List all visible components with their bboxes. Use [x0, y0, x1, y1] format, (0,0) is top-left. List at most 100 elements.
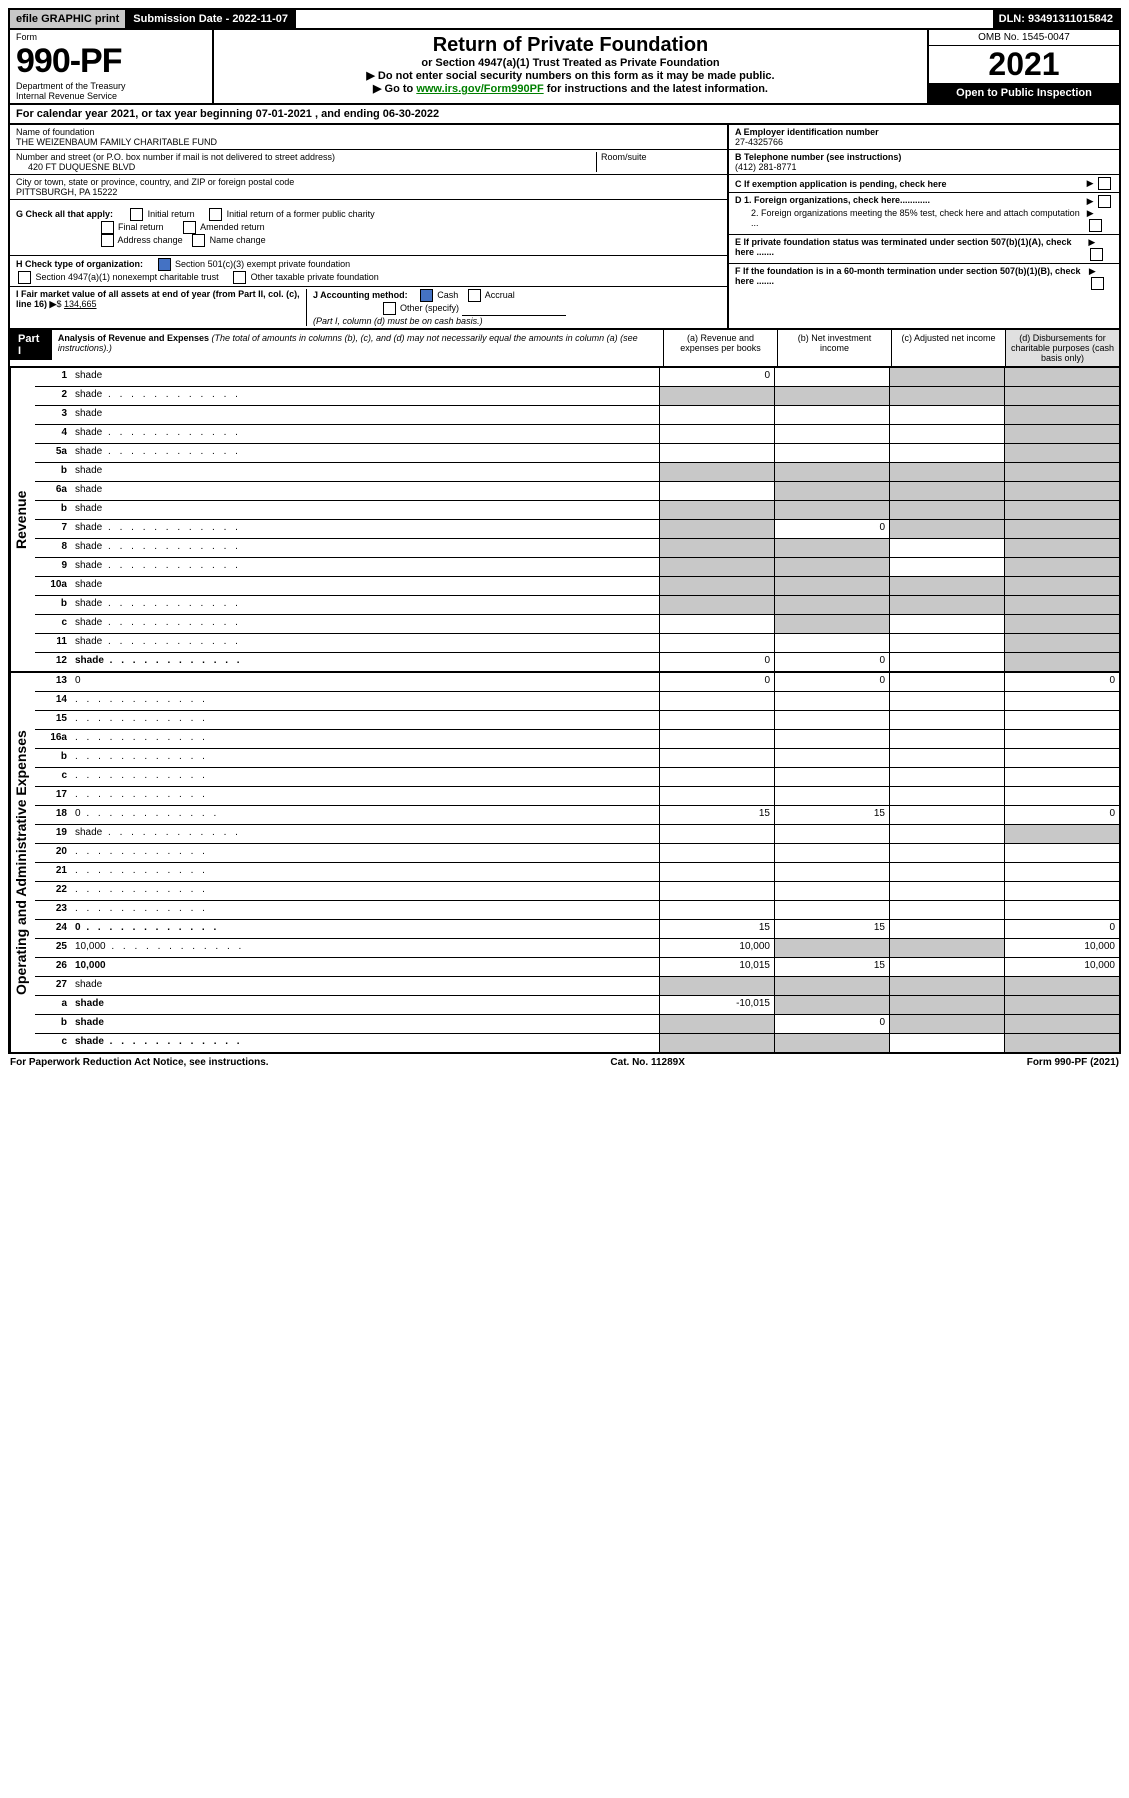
- row-number: 9: [35, 558, 71, 576]
- page-footer: For Paperwork Reduction Act Notice, see …: [8, 1054, 1121, 1071]
- ein-label: A Employer identification number: [735, 127, 1113, 137]
- row-number: 11: [35, 634, 71, 652]
- cell-b: 0: [774, 673, 889, 691]
- cell-a: [659, 520, 774, 538]
- row-description: shade: [71, 444, 659, 462]
- cell-b: [774, 596, 889, 614]
- 501c3-checkbox[interactable]: [158, 258, 171, 271]
- cell-a: [659, 711, 774, 729]
- cell-c: [889, 1034, 1004, 1052]
- cell-a: -10,015: [659, 996, 774, 1014]
- other-specify-input[interactable]: [462, 302, 566, 316]
- initial-return-checkbox[interactable]: [130, 208, 143, 221]
- col-c-header: (c) Adjusted net income: [891, 330, 1005, 366]
- row-number: 12: [35, 653, 71, 671]
- table-row: 10ashade: [35, 577, 1119, 596]
- cell-c: [889, 387, 1004, 405]
- row-number: c: [35, 768, 71, 786]
- cell-b: [774, 787, 889, 805]
- name-change-checkbox[interactable]: [192, 234, 205, 247]
- row-description: shade: [71, 615, 659, 633]
- cell-c: [889, 520, 1004, 538]
- ein-value: 27-4325766: [735, 137, 1113, 147]
- cell-c: [889, 882, 1004, 900]
- irs-link[interactable]: www.irs.gov/Form990PF: [416, 83, 543, 95]
- row-description: shade: [71, 558, 659, 576]
- table-row: 2510,00010,00010,000: [35, 939, 1119, 958]
- row-number: 22: [35, 882, 71, 900]
- 4947-checkbox[interactable]: [18, 271, 31, 284]
- cell-b: [774, 463, 889, 481]
- cell-b: [774, 425, 889, 443]
- cell-a: [659, 844, 774, 862]
- table-row: 7shade0: [35, 520, 1119, 539]
- table-row: ashade-10,015: [35, 996, 1119, 1015]
- cell-a: [659, 596, 774, 614]
- final-return-checkbox[interactable]: [101, 221, 114, 234]
- table-row: 3shade: [35, 406, 1119, 425]
- cell-c: [889, 939, 1004, 957]
- city-label: City or town, state or province, country…: [16, 177, 721, 187]
- cell-c: [889, 501, 1004, 519]
- col-a-header: (a) Revenue and expenses per books: [663, 330, 777, 366]
- phone-value: (412) 281-8771: [735, 162, 1113, 172]
- cell-d: [1004, 539, 1119, 557]
- initial-former-checkbox[interactable]: [209, 208, 222, 221]
- cell-d: [1004, 996, 1119, 1014]
- h-label: H Check type of organization:: [16, 259, 143, 269]
- foreign-85-checkbox[interactable]: [1089, 219, 1102, 232]
- address-label: Number and street (or P.O. box number if…: [16, 152, 596, 162]
- table-row: bshade: [35, 463, 1119, 482]
- status-terminated-checkbox[interactable]: [1090, 248, 1103, 261]
- cell-b: 0: [774, 653, 889, 671]
- cell-a: [659, 634, 774, 652]
- row-description: shade: [71, 482, 659, 500]
- table-row: 9shade: [35, 558, 1119, 577]
- cell-d: [1004, 615, 1119, 633]
- row-description: 0: [71, 806, 659, 824]
- other-checkbox[interactable]: [383, 302, 396, 315]
- table-row: 21: [35, 863, 1119, 882]
- dept-label: Department of the Treasury: [16, 81, 206, 91]
- cell-a: [659, 615, 774, 633]
- exemption-pending-checkbox[interactable]: [1098, 177, 1111, 190]
- row-description: shade: [71, 634, 659, 652]
- cell-d: 0: [1004, 673, 1119, 691]
- row-number: 18: [35, 806, 71, 824]
- row-description: shade: [71, 425, 659, 443]
- address-change-checkbox[interactable]: [101, 234, 114, 247]
- row-description: [71, 844, 659, 862]
- row-number: 23: [35, 901, 71, 919]
- row-description: [71, 863, 659, 881]
- accrual-checkbox[interactable]: [468, 289, 481, 302]
- 60month-checkbox[interactable]: [1091, 277, 1104, 290]
- g-opt-0: Initial return: [148, 209, 195, 219]
- row-description: 10,000: [71, 958, 659, 976]
- table-row: b: [35, 749, 1119, 768]
- table-row: bshade0: [35, 1015, 1119, 1034]
- table-row: 8shade: [35, 539, 1119, 558]
- row-description: shade: [71, 1034, 659, 1052]
- j-accrual: Accrual: [485, 290, 515, 300]
- row-number: c: [35, 1034, 71, 1052]
- cell-b: [774, 749, 889, 767]
- amended-return-checkbox[interactable]: [183, 221, 196, 234]
- table-row: 20: [35, 844, 1119, 863]
- cell-a: 15: [659, 806, 774, 824]
- row-number: 10a: [35, 577, 71, 595]
- foreign-org-checkbox[interactable]: [1098, 195, 1111, 208]
- table-row: 27shade: [35, 977, 1119, 996]
- cell-c: [889, 825, 1004, 843]
- row-number: a: [35, 996, 71, 1014]
- other-taxable-checkbox[interactable]: [233, 271, 246, 284]
- cell-a: 0: [659, 653, 774, 671]
- efile-button[interactable]: efile GRAPHIC print: [10, 10, 127, 28]
- cell-d: [1004, 653, 1119, 671]
- cell-d: [1004, 501, 1119, 519]
- cash-checkbox[interactable]: [420, 289, 433, 302]
- row-number: 27: [35, 977, 71, 995]
- cell-a: [659, 863, 774, 881]
- d1-label: D 1. Foreign organizations, check here..…: [735, 195, 930, 208]
- cell-b: [774, 692, 889, 710]
- cell-b: 15: [774, 806, 889, 824]
